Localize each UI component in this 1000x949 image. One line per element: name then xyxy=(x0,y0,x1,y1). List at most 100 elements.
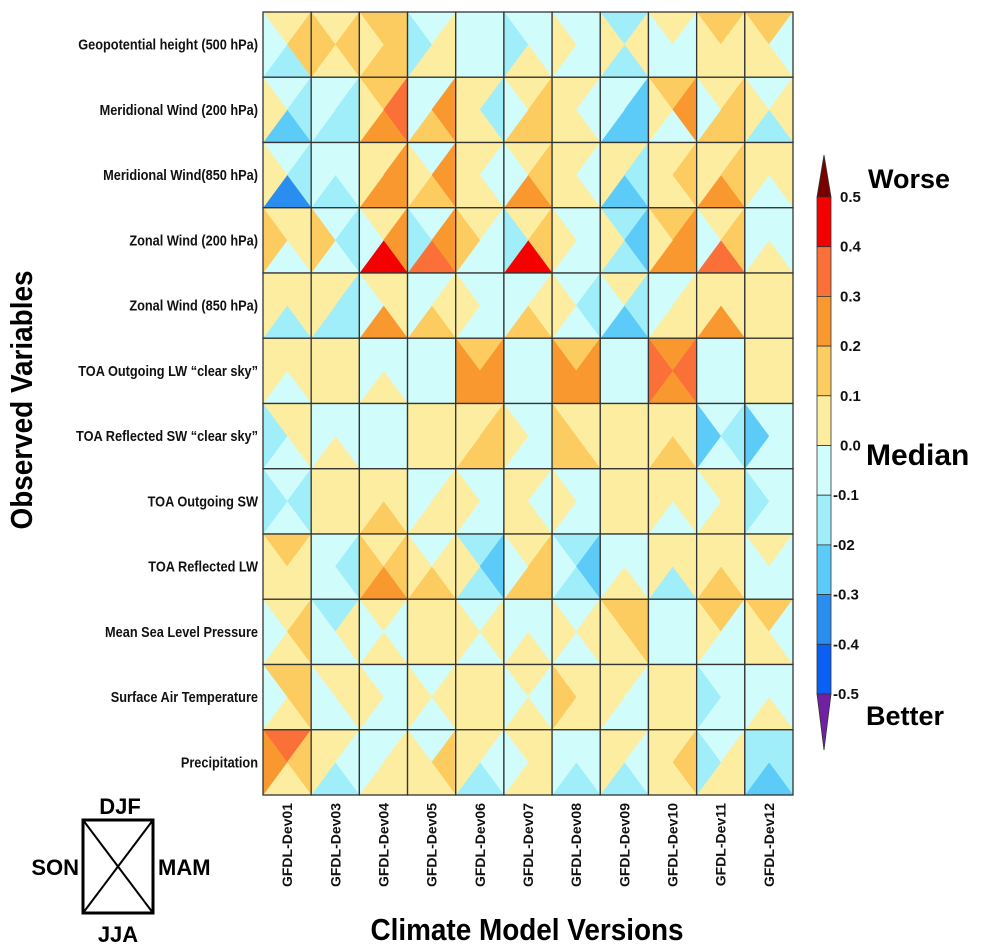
heatmap-cell xyxy=(310,467,361,535)
heatmap-cell xyxy=(358,598,409,666)
heatmap-cell xyxy=(262,663,312,731)
heatmap-cell xyxy=(455,76,505,144)
heatmap-cell xyxy=(599,272,650,340)
heatmap-cell xyxy=(551,402,601,470)
heatmap-cell xyxy=(406,402,457,470)
heatmap-cell xyxy=(262,533,312,601)
y-tick-label: Meridional Wind(850 hPa) xyxy=(103,166,258,183)
colorbar-tick-label: 0.5 xyxy=(840,189,861,206)
heatmap-cell xyxy=(358,402,409,470)
colorbar-bin xyxy=(816,494,832,546)
heatmap-cell xyxy=(503,272,553,340)
heatmap-cell xyxy=(262,402,312,470)
colorbar-bin xyxy=(816,445,832,496)
heatmap-cell xyxy=(647,598,698,666)
heatmap-cell xyxy=(406,663,457,731)
heatmap-cell xyxy=(551,141,601,209)
heatmap-cell xyxy=(310,663,361,731)
heatmap-cell xyxy=(406,141,457,209)
x-tick-label: GFDL-Dev04 xyxy=(375,803,391,887)
heatmap-cell xyxy=(310,728,361,796)
heatmap-cell xyxy=(310,533,361,601)
heatmap-cell xyxy=(503,141,553,209)
colorbar: 0.5 0.4 0.3 0.2 0.1 0.0 -0.1 -02 -0.3 -0.4 -0.5 xyxy=(816,154,862,751)
heatmap-cell xyxy=(695,11,746,79)
x-tick-label: GFDL-Dev09 xyxy=(616,803,632,887)
heatmap-cell xyxy=(406,533,457,601)
heatmap-cell xyxy=(599,337,650,405)
heatmap-cell xyxy=(744,533,794,601)
y-tick-label: Surface Air Temperature xyxy=(111,688,258,705)
x-tick-label: GFDL-Dev10 xyxy=(665,803,681,887)
heatmap-cell xyxy=(358,272,409,340)
heatmap-cell xyxy=(551,663,601,731)
heatmap-cell xyxy=(551,337,601,405)
colorbar-tick-label: 0.1 xyxy=(840,388,861,405)
heatmap-cell xyxy=(358,141,409,209)
heatmap-cell xyxy=(262,337,312,405)
heatmap-cell xyxy=(262,11,312,79)
heatmap-cell xyxy=(406,76,457,144)
heatmap-cell xyxy=(262,598,312,666)
heatmap-cell xyxy=(599,206,650,274)
heatmap-cell xyxy=(695,533,746,601)
colorbar-bin xyxy=(816,395,832,446)
heatmap-cell xyxy=(551,11,601,79)
heatmap-cell xyxy=(262,206,312,274)
heatmap-cell xyxy=(358,663,409,731)
heatmap-cell xyxy=(647,467,698,535)
colorbar-worse-label: Worse xyxy=(868,164,950,194)
y-axis-title: Observed Variables xyxy=(5,271,40,530)
heatmap-cell xyxy=(744,467,794,535)
colorbar-bin xyxy=(816,246,832,297)
heatmap-cell xyxy=(310,11,361,79)
heatmap-cell xyxy=(647,76,698,144)
x-tick-labels: GFDL-Dev01 GFDL-Dev03 GFDL-Dev04 GFDL-Dev05… xyxy=(279,803,777,887)
heatmap-cell xyxy=(503,598,553,666)
heatmap-cell xyxy=(744,402,794,470)
season-legend-diagonal xyxy=(82,819,154,914)
heatmap-cell xyxy=(503,337,553,405)
heatmap-cell xyxy=(647,11,698,79)
colorbar-bin xyxy=(816,643,832,695)
legend-djf: DJF xyxy=(99,794,141,819)
colorbar-tick-label: -0.1 xyxy=(833,487,859,504)
heatmap-cell xyxy=(455,663,505,731)
heatmap-cell xyxy=(310,598,361,666)
heatmap-cell xyxy=(647,272,698,340)
heatmap-cell xyxy=(647,533,698,601)
heatmap-cell xyxy=(503,728,553,796)
heatmap-cell xyxy=(503,402,553,470)
cell-border xyxy=(744,729,794,796)
heatmap-cell xyxy=(406,728,457,796)
colorbar-bin xyxy=(816,594,832,645)
heatmap-cell xyxy=(262,272,312,340)
y-tick-label: TOA Reflected SW “clear sky” xyxy=(76,427,258,444)
colorbar-bin xyxy=(816,295,832,347)
heatmap-cell xyxy=(503,76,553,144)
season-legend: DJF MAM JJA SON xyxy=(31,794,210,947)
heatmap-cell xyxy=(406,206,457,274)
y-tick-label: TOA Outgoing LW “clear sky” xyxy=(78,362,258,379)
heatmap-cell xyxy=(695,728,746,796)
y-tick-label: Zonal Wind (850 hPa) xyxy=(129,297,258,314)
heatmap-cell xyxy=(647,728,698,796)
heatmap-cell xyxy=(744,337,794,405)
heatmap-cell xyxy=(551,728,601,796)
colorbar-tick-label: -0.3 xyxy=(833,587,859,604)
heatmap-cell xyxy=(358,206,409,274)
x-tick-label: GFDL-Dev06 xyxy=(472,803,488,887)
y-tick-label: Precipitation xyxy=(181,753,258,770)
heatmap-cell xyxy=(358,467,409,535)
colorbar-tick-label: -02 xyxy=(833,537,855,554)
colorbar-under-arrow xyxy=(816,693,832,751)
x-tick-label: GFDL-Dev07 xyxy=(520,803,536,887)
colorbar-tick-label: 0.0 xyxy=(840,438,861,455)
heatmap-cell xyxy=(551,533,601,601)
heatmap-cell xyxy=(647,206,698,274)
legend-son: SON xyxy=(31,855,79,880)
heatmap-cell xyxy=(406,11,457,79)
heatmap-cell xyxy=(599,402,650,470)
y-tick-label: Mean Sea Level Pressure xyxy=(105,623,258,640)
x-tick-label: GFDL-Dev08 xyxy=(568,803,584,887)
